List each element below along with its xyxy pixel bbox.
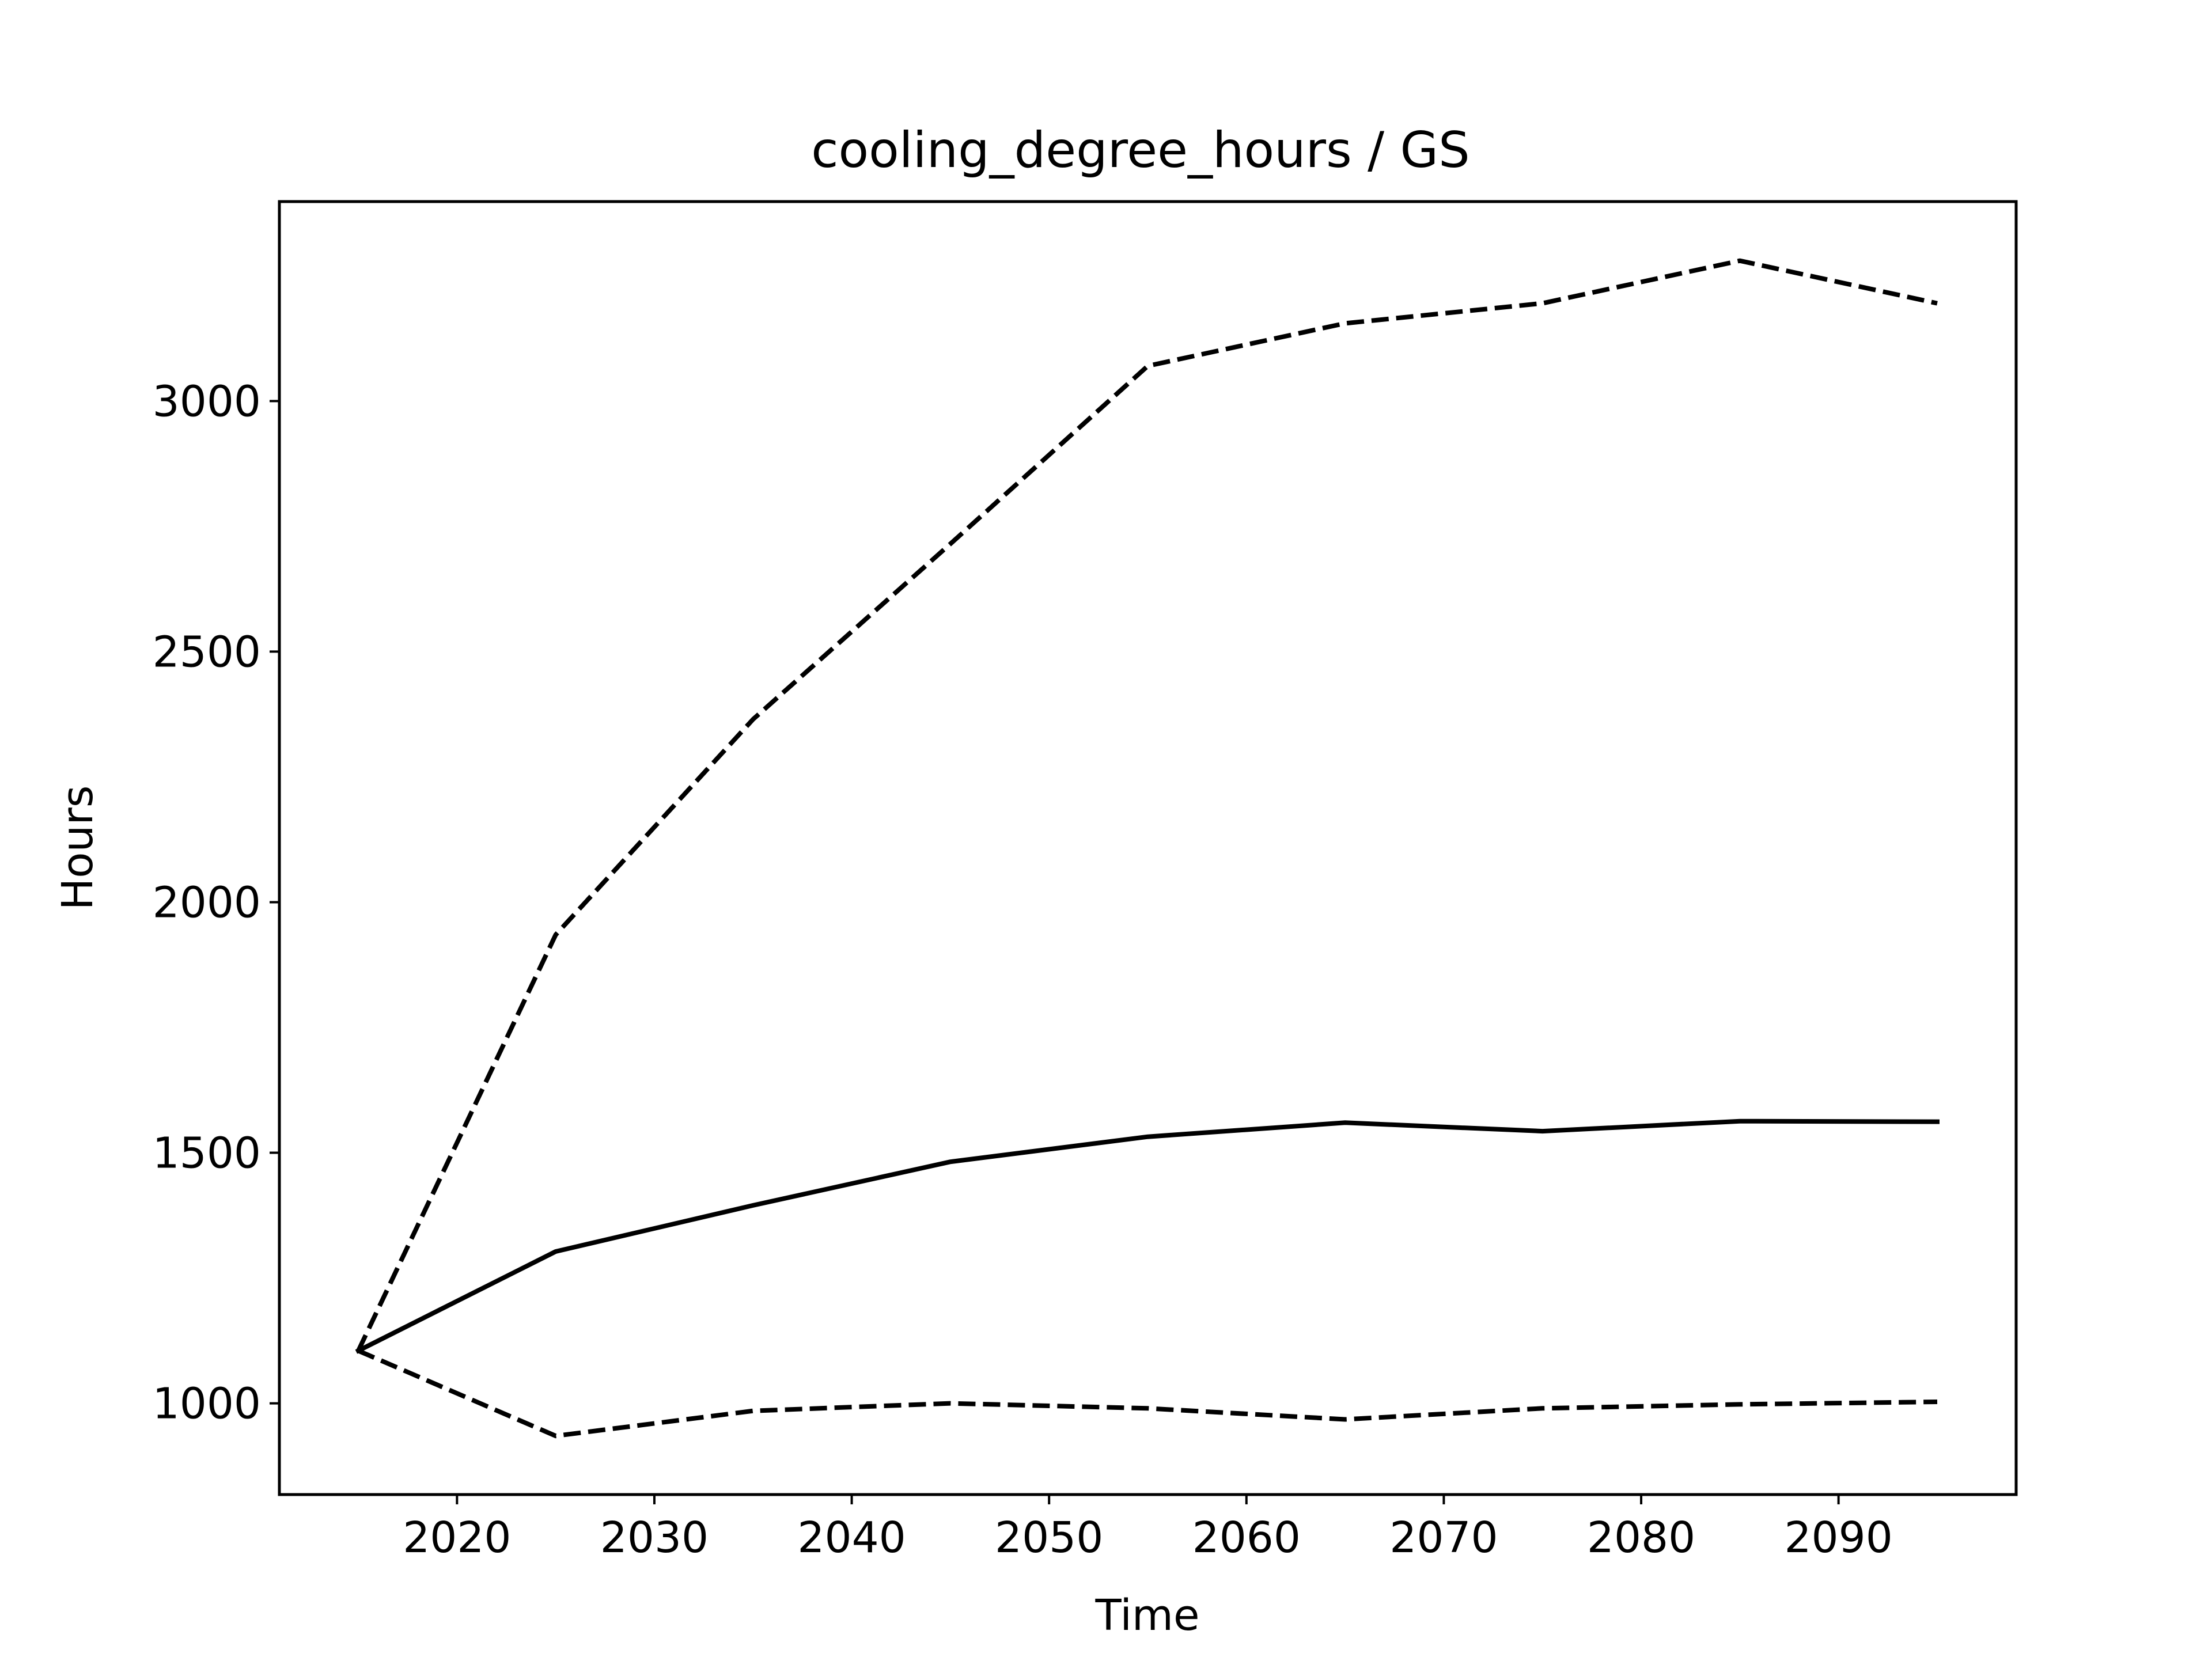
y-tick-label: 2000 [153,878,261,927]
x-tick-label: 2090 [1784,1513,1892,1563]
x-tick-label: 2050 [995,1513,1103,1563]
x-tick-label: 2030 [600,1513,709,1563]
chart-title: cooling_degree_hours / GS [811,122,1469,179]
series-line-lower [357,1348,1938,1439]
y-tick-label: 1000 [153,1379,261,1429]
y-axis-label: Hours [53,786,103,911]
y-axis-ticks: 1000 1500 2000 2500 3000 [153,377,279,1429]
series-line-median [355,1118,1940,1354]
x-tick-label: 2020 [403,1513,511,1563]
plot-frame [278,200,2018,1496]
x-tick-label: 2080 [1587,1513,1695,1563]
y-tick-label: 3000 [153,377,261,426]
x-tick-label: 2060 [1192,1513,1301,1563]
x-tick-label: 2040 [797,1513,906,1563]
x-axis-label: Time [1094,1591,1199,1640]
series-line-upper [356,258,1938,1352]
y-tick-label: 2500 [153,627,261,677]
series-layer [355,258,1940,1439]
y-tick-label: 1500 [153,1129,261,1178]
x-tick-label: 2070 [1389,1513,1498,1563]
x-axis-ticks: 2020 2030 2040 2050 2060 2070 2080 2090 [403,1495,1893,1563]
